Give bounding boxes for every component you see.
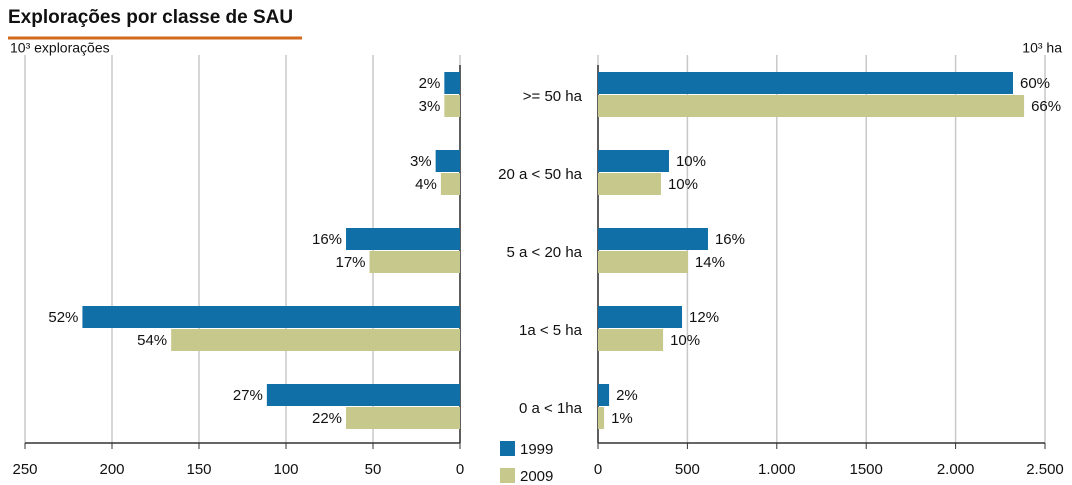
value-label: 3% [410,153,432,170]
category-label: >= 50 ha [523,88,583,105]
value-label: 52% [48,309,78,326]
value-label: 10% [670,332,700,349]
value-label: 2% [419,75,441,92]
category-label: 20 a < 50 ha [498,166,582,183]
bar [598,384,610,406]
x-tick-label: 1500 [850,461,883,478]
value-label: 10% [676,153,706,170]
legend-swatch [500,441,515,456]
x-tick-label: 100 [273,461,298,478]
value-label: 2% [616,387,638,404]
chart-title: Explorações por classe de SAU [8,7,293,28]
legend-swatch [500,468,515,483]
x-tick-label: 2.000 [937,461,975,478]
x-tick-label: 500 [675,461,700,478]
x-tick-label: 50 [365,461,382,478]
category-label: 0 a < 1ha [519,400,583,417]
bar [444,72,460,94]
bar [598,72,1013,94]
bar [598,329,664,351]
bar [598,251,688,273]
bar [598,228,708,250]
bar [598,306,683,328]
bar [444,95,460,117]
bar [346,407,460,429]
category-label: 5 a < 20 ha [507,244,583,261]
x-tick-label: 250 [12,461,37,478]
legend-label: 1999 [520,441,553,458]
x-tick-label: 150 [186,461,211,478]
value-label: 60% [1020,75,1050,92]
bar [598,95,1025,117]
bar [266,384,460,406]
bar [440,173,460,195]
bar [346,228,460,250]
legend-label: 2009 [520,468,553,485]
axis-label: 10³ ha [1022,40,1062,56]
value-label: 4% [415,176,437,193]
x-tick-label: 0 [594,461,602,478]
bar [435,150,460,172]
value-label: 3% [419,98,441,115]
value-label: 1% [611,410,633,427]
bar [598,407,605,429]
value-label: 12% [689,309,719,326]
value-label: 10% [668,176,698,193]
x-tick-label: 200 [99,461,124,478]
value-label: 66% [1031,98,1061,115]
bar [598,150,669,172]
bar [171,329,460,351]
x-tick-label: 2.500 [1026,461,1064,478]
value-label: 27% [233,387,263,404]
value-label: 16% [715,231,745,248]
value-label: 14% [695,254,725,271]
x-tick-label: 0 [456,461,464,478]
value-label: 22% [312,410,342,427]
bar [598,173,661,195]
value-label: 17% [335,254,365,271]
bar [82,306,461,328]
axis-label: 10³ explorações [10,40,110,56]
value-label: 54% [137,332,167,349]
value-label: 16% [312,231,342,248]
x-tick-label: 1.000 [758,461,796,478]
category-label: 1a < 5 ha [519,322,583,339]
bar [369,251,460,273]
